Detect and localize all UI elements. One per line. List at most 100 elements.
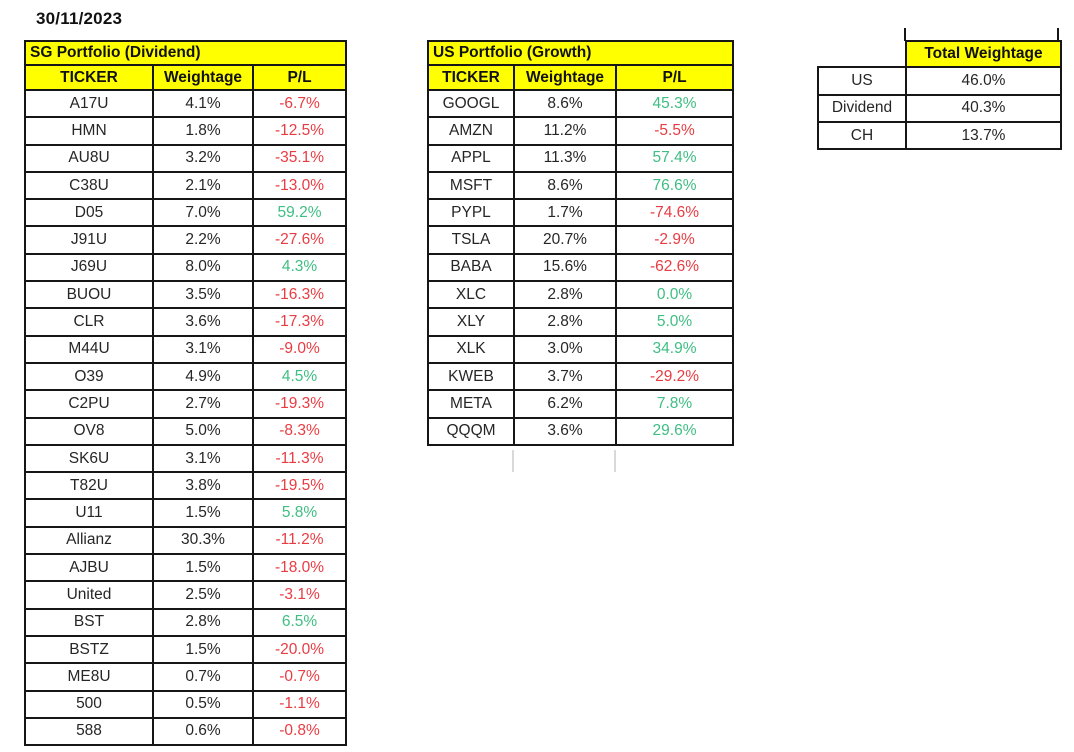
table-row: BUOU 3.5% -16.3%: [24, 280, 348, 310]
pl-cell: -20.0%: [251, 634, 348, 665]
pl-cell: -11.2%: [251, 525, 348, 556]
us-portfolio-body: GOOGL 8.6% 45.3% AMZN 11.2% -5.5% APPL 11.3% 57.…: [427, 88, 735, 446]
table-row: 500 0.5% -1.1%: [24, 689, 348, 719]
total-weightage-table: Total Weightage US 46.0% Dividend 40.3% CH 13…: [817, 39, 1062, 151]
table-row: O39 4.9% 4.5%: [24, 361, 348, 392]
ticker-cell: J91U: [24, 225, 154, 255]
total-weightage-empty-cell: [818, 41, 906, 67]
weightage-cell: 4.1%: [152, 88, 254, 119]
weightage-cell: 30.3%: [152, 525, 254, 556]
table-row: CLR 3.6% -17.3%: [24, 307, 348, 337]
gridline-stub: [614, 450, 616, 472]
us-portfolio-header-row: TICKER Weightage P/L: [427, 64, 735, 91]
ticker-cell: AU8U: [24, 143, 154, 173]
table-row: BABA 15.6% -62.6%: [427, 252, 735, 283]
ticker-cell: GOOGL: [427, 88, 515, 119]
weightage-cell: 1.5%: [152, 498, 254, 528]
table-row: J69U 8.0% 4.3%: [24, 252, 348, 283]
ticker-cell: U11: [24, 498, 154, 528]
weightage-cell: 3.1%: [152, 443, 254, 474]
cell-border-stub: [1057, 28, 1059, 41]
table-row: KWEB 3.7% -29.2%: [427, 361, 735, 392]
us-header-weightage: Weightage: [513, 64, 617, 91]
ticker-cell: KWEB: [427, 361, 515, 392]
pl-cell: 5.8%: [251, 498, 348, 528]
category-cell: CH: [817, 120, 907, 151]
us-portfolio-title-row: US Portfolio (Growth): [426, 40, 735, 66]
ticker-cell: META: [427, 389, 515, 419]
ticker-cell: BUOU: [24, 280, 154, 310]
pl-cell: -62.6%: [614, 252, 735, 283]
weightage-cell: 2.8%: [513, 280, 617, 310]
table-row: C38U 2.1% -13.0%: [24, 170, 348, 201]
sg-header-pl: P/L: [251, 64, 348, 91]
pl-cell: -27.6%: [251, 225, 348, 255]
table-row: ME8U 0.7% -0.7%: [24, 662, 348, 692]
table-row: Allianz 30.3% -11.2%: [24, 525, 348, 556]
weightage-cell: 2.1%: [152, 170, 254, 201]
ticker-cell: T82U: [24, 471, 154, 501]
ticker-cell: OV8: [24, 416, 154, 446]
ticker-cell: C2PU: [24, 389, 154, 419]
table-row: QQQM 3.6% 29.6%: [427, 416, 735, 446]
weightage-cell: 2.8%: [152, 607, 254, 637]
table-row: APPL 11.3% 57.4%: [427, 143, 735, 173]
weightage-cell: 3.8%: [152, 471, 254, 501]
weightage-value-cell: 46.0%: [905, 66, 1062, 96]
table-row: GOOGL 8.6% 45.3%: [427, 88, 735, 119]
table-row: D05 7.0% 59.2%: [24, 198, 348, 228]
table-row: United 2.5% -3.1%: [24, 580, 348, 610]
weightage-cell: 1.5%: [152, 634, 254, 665]
table-row: BSTZ 1.5% -20.0%: [24, 634, 348, 665]
pl-cell: 59.2%: [251, 198, 348, 228]
ticker-cell: SK6U: [24, 443, 154, 474]
table-row: Dividend 40.3%: [817, 93, 1062, 123]
weightage-value-cell: 13.7%: [905, 120, 1062, 151]
ticker-cell: A17U: [24, 88, 154, 119]
pl-cell: -9.0%: [251, 334, 348, 364]
table-row: CH 13.7%: [817, 120, 1062, 151]
category-cell: Dividend: [817, 93, 907, 123]
weightage-cell: 2.7%: [152, 389, 254, 419]
weightage-cell: 4.9%: [152, 361, 254, 392]
weightage-cell: 8.6%: [513, 88, 617, 119]
sg-header-ticker: TICKER: [24, 64, 154, 91]
weightage-cell: 5.0%: [152, 416, 254, 446]
us-header-pl: P/L: [614, 64, 735, 91]
ticker-cell: C38U: [24, 170, 154, 201]
ticker-cell: O39: [24, 361, 154, 392]
table-row: 588 0.6% -0.8%: [24, 716, 348, 747]
pl-cell: -0.8%: [251, 716, 348, 747]
table-row: M44U 3.1% -9.0%: [24, 334, 348, 364]
ticker-cell: TSLA: [427, 225, 515, 255]
pl-cell: 45.3%: [614, 88, 735, 119]
weightage-cell: 0.7%: [152, 662, 254, 692]
pl-cell: -1.1%: [251, 689, 348, 719]
pl-cell: -13.0%: [251, 170, 348, 201]
table-row: A17U 4.1% -6.7%: [24, 88, 348, 119]
weightage-cell: 3.1%: [152, 334, 254, 364]
pl-cell: 29.6%: [614, 416, 735, 446]
sg-portfolio-body: A17U 4.1% -6.7% HMN 1.8% -12.5% AU8U 3.2% -35.1%…: [24, 88, 348, 747]
ticker-cell: QQQM: [427, 416, 515, 446]
weightage-cell: 3.5%: [152, 280, 254, 310]
pl-cell: -19.3%: [251, 389, 348, 419]
pl-cell: -5.5%: [614, 116, 735, 146]
weightage-cell: 6.2%: [513, 389, 617, 419]
weightage-cell: 1.8%: [152, 116, 254, 146]
ticker-cell: Allianz: [24, 525, 154, 556]
pl-cell: 5.0%: [614, 307, 735, 337]
weightage-cell: 3.7%: [513, 361, 617, 392]
weightage-cell: 2.8%: [513, 307, 617, 337]
ticker-cell: CLR: [24, 307, 154, 337]
pl-cell: 7.8%: [614, 389, 735, 419]
table-row: C2PU 2.7% -19.3%: [24, 389, 348, 419]
pl-cell: 34.9%: [614, 334, 735, 364]
table-row: AMZN 11.2% -5.5%: [427, 116, 735, 146]
ticker-cell: PYPL: [427, 198, 515, 228]
table-row: META 6.2% 7.8%: [427, 389, 735, 419]
sg-header-weightage: Weightage: [152, 64, 254, 91]
pl-cell: 57.4%: [614, 143, 735, 173]
weightage-cell: 0.6%: [152, 716, 254, 747]
